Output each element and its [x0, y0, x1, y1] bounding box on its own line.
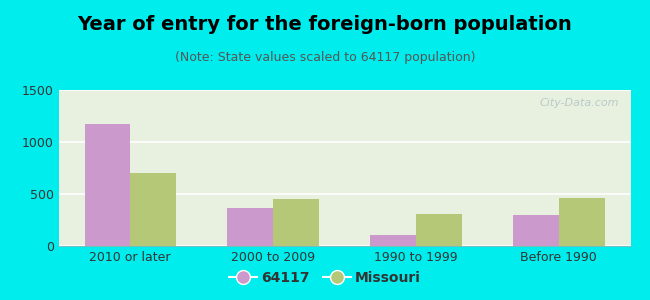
Bar	[513, 215, 559, 246]
Text: Year of entry for the foreign-born population: Year of entry for the foreign-born popul…	[77, 15, 573, 34]
Bar	[370, 235, 416, 246]
Text: (Note: State values scaled to 64117 population): (Note: State values scaled to 64117 popu…	[175, 51, 475, 64]
Bar	[559, 198, 604, 246]
Bar	[227, 208, 273, 246]
Text: City-Data.com: City-Data.com	[540, 98, 619, 108]
Bar	[130, 173, 176, 246]
Bar	[416, 214, 462, 246]
Legend: 64117, Missouri: 64117, Missouri	[224, 265, 426, 290]
Bar	[84, 124, 130, 246]
Bar	[273, 199, 318, 246]
